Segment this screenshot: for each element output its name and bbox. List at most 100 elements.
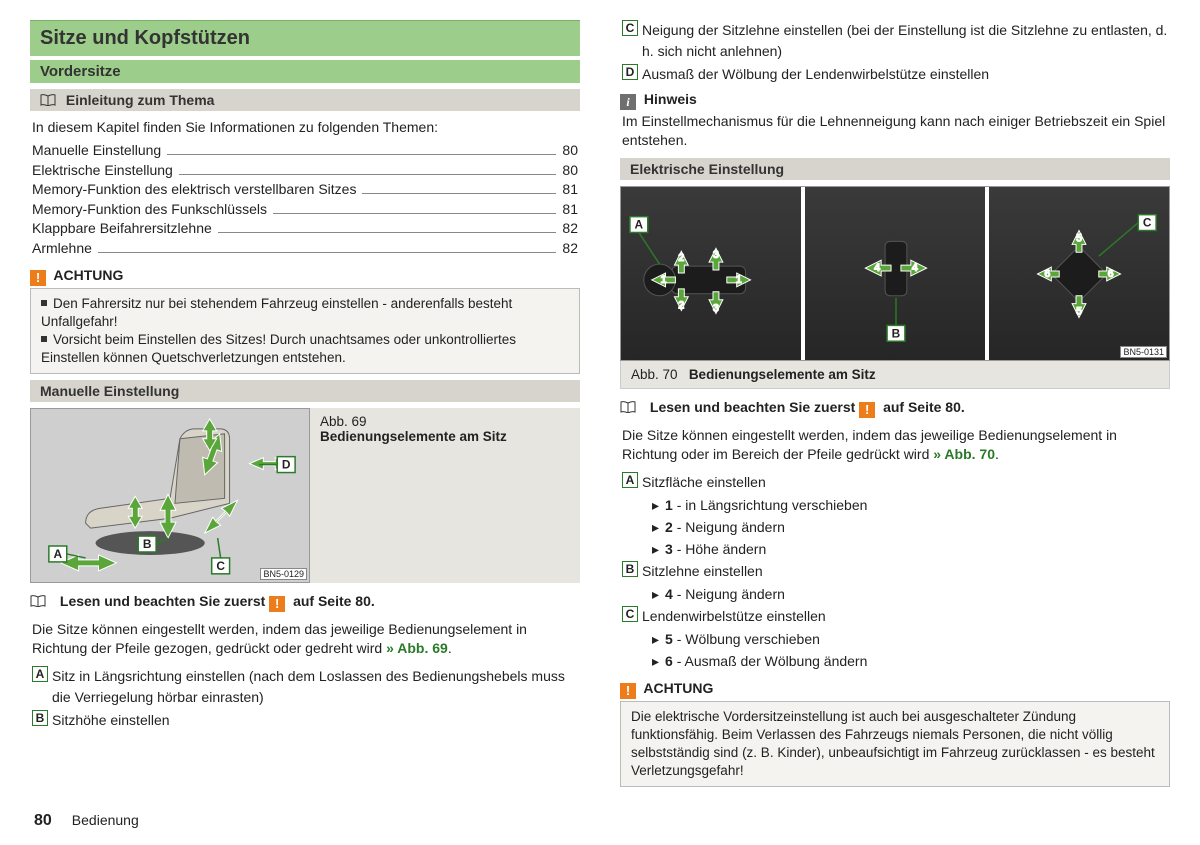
svg-text:C: C [216,559,225,573]
list-item: CLendenwirbelstütze einstellen [622,606,1168,627]
square-bullet-icon [41,300,47,306]
triangle-bullet-icon: ▸ [652,517,659,538]
read-first: Lesen und beachten Sie zuerst ! auf Seit… [620,399,1170,418]
intro-text: In diesem Kapitel finden Sie Information… [32,119,578,135]
hinweis-label: Hinweis [644,91,697,107]
page-number: 80 [34,812,52,830]
fig-ref: » Abb. 70 [933,446,995,462]
letter-badge: A [32,666,48,682]
achtung-item: Vorsicht beim Einstellen des Sitzes! Dur… [41,331,569,367]
achtung-label: ACHTUNG [53,267,123,283]
achtung-header: ! ACHTUNG [620,680,1170,699]
sub-list: ▸4 - Neigung ändern [652,584,1168,605]
read-first: Lesen und beachten Sie zuerst ! auf Seit… [30,593,580,612]
triangle-bullet-icon: ▸ [652,651,659,672]
achtung-box: Den Fahrersitz nur bei stehendem Fahrzeu… [30,288,580,375]
figure-70-image: 1 1 2 2 3 3 A [620,186,1170,361]
info-icon: i [620,94,636,110]
svg-text:A: A [635,217,644,231]
figure-69-caption: Abb. 69 Bedienungselemente am Sitz [320,408,513,583]
svg-text:A: A [54,547,63,561]
figure-69: A B C D BN5-0129 Abb. 69 Bedienungseleme… [30,408,580,583]
letter-badge: D [622,64,638,80]
section-title: Vordersitze [30,60,580,83]
svg-text:D: D [282,458,291,472]
svg-text:2: 2 [678,299,684,311]
toc-row: Memory-Funktion des elektrisch verstellb… [32,180,578,200]
svg-text:6: 6 [1044,268,1050,280]
figure-code: BN5-0131 [1120,346,1167,358]
figure-code: BN5-0129 [260,568,307,580]
triangle-bullet-icon: ▸ [652,539,659,560]
sub-list: ▸5 - Wölbung verschieben ▸6 - Ausmaß der… [652,629,1168,672]
letter-badge: B [622,561,638,577]
fig-ref: » Abb. 69 [386,640,448,656]
warning-icon: ! [859,402,875,418]
achtung-item: Den Fahrersitz nur bei stehendem Fahrzeu… [41,295,569,331]
triangle-bullet-icon: ▸ [652,629,659,650]
page-spread: Sitze und Kopfstützen Vordersitze Einlei… [30,20,1170,800]
electric-paragraph: Die Sitze können eingestellt werden, ind… [622,426,1168,464]
book-icon [40,93,56,105]
toc-row: Elektrische Einstellung80 [32,161,578,181]
figure-69-image: A B C D BN5-0129 [30,408,310,583]
svg-text:3: 3 [713,302,719,314]
book-icon [620,400,636,412]
list-item: DAusmaß der Wölbung der Lendenwirbelstüt… [622,64,1168,85]
toc: Manuelle Einstellung80 Elektrische Einst… [32,141,578,259]
triangle-bullet-icon: ▸ [652,584,659,605]
list-item: BSitzlehne einstellen [622,561,1168,582]
book-icon [30,594,46,606]
footer-section: Bedienung [72,812,139,828]
subsection-intro: Einleitung zum Thema [30,89,580,111]
sub-item: ▸2 - Neigung ändern [652,517,1168,538]
sub-item: ▸6 - Ausmaß der Wölbung ändern [652,651,1168,672]
subsection-intro-label: Einleitung zum Thema [66,92,215,108]
subsection-manual: Manuelle Einstellung [30,380,580,402]
achtung-box: Die elektrische Vordersitzeinstellung is… [620,701,1170,788]
letter-badge: B [32,710,48,726]
sub-item: ▸3 - Höhe ändern [652,539,1168,560]
toc-row: Armlehne82 [32,239,578,259]
list-item: BSitzhöhe einstellen [32,710,578,731]
svg-text:5: 5 [1076,305,1082,317]
letter-badge: C [622,606,638,622]
letter-badge: A [622,472,638,488]
svg-text:2: 2 [678,252,684,264]
list-item: ASitzfläche einstellen [622,472,1168,493]
warning-icon: ! [30,270,46,286]
svg-text:4: 4 [912,262,918,274]
triangle-bullet-icon: ▸ [652,495,659,516]
sub-item: ▸1 - in Längsrichtung verschieben [652,495,1168,516]
chapter-title: Sitze und Kopfstützen [30,20,580,56]
achtung-header: ! ACHTUNG [30,267,580,286]
toc-row: Klappbare Beifahrersitzlehne82 [32,219,578,239]
right-column: CNeigung der Sitzlehne einstellen (bei d… [620,20,1170,800]
figure-70-panel-c: 5 5 6 6 C BN5-0131 [989,187,1169,360]
figure-70-caption: Abb. 70 Bedienungselemente am Sitz [620,361,1170,389]
svg-text:C: C [1143,215,1152,229]
svg-text:1: 1 [661,274,667,286]
svg-text:5: 5 [1076,232,1082,244]
svg-text:6: 6 [1108,268,1114,280]
svg-text:1: 1 [736,274,742,286]
left-column: Sitze und Kopfstützen Vordersitze Einlei… [30,20,580,800]
svg-text:B: B [892,326,901,340]
letter-badge: C [622,20,638,36]
figure-70-panel-a: 1 1 2 2 3 3 A [621,187,801,360]
subsection-electric: Elektrische Einstellung [620,158,1170,180]
list-item: ASitz in Längsrichtung einstellen (nach … [32,666,578,708]
figure-70-panel-b: 4 4 B [805,187,985,360]
sub-item: ▸5 - Wölbung verschieben [652,629,1168,650]
svg-text:3: 3 [713,249,719,261]
letter-list: ASitzfläche einstellen ▸1 - in Längsrich… [622,472,1168,672]
warning-icon: ! [620,683,636,699]
toc-row: Manuelle Einstellung80 [32,141,578,161]
list-item: CNeigung der Sitzlehne einstellen (bei d… [622,20,1168,62]
svg-text:B: B [143,537,152,551]
hinweis-header: i Hinweis [620,91,1170,110]
manual-paragraph: Die Sitze können eingestellt werden, ind… [32,620,578,658]
square-bullet-icon [41,336,47,342]
sub-list: ▸1 - in Längsrichtung verschieben ▸2 - N… [652,495,1168,560]
toc-row: Memory-Funktion des Funkschlüssels81 [32,200,578,220]
